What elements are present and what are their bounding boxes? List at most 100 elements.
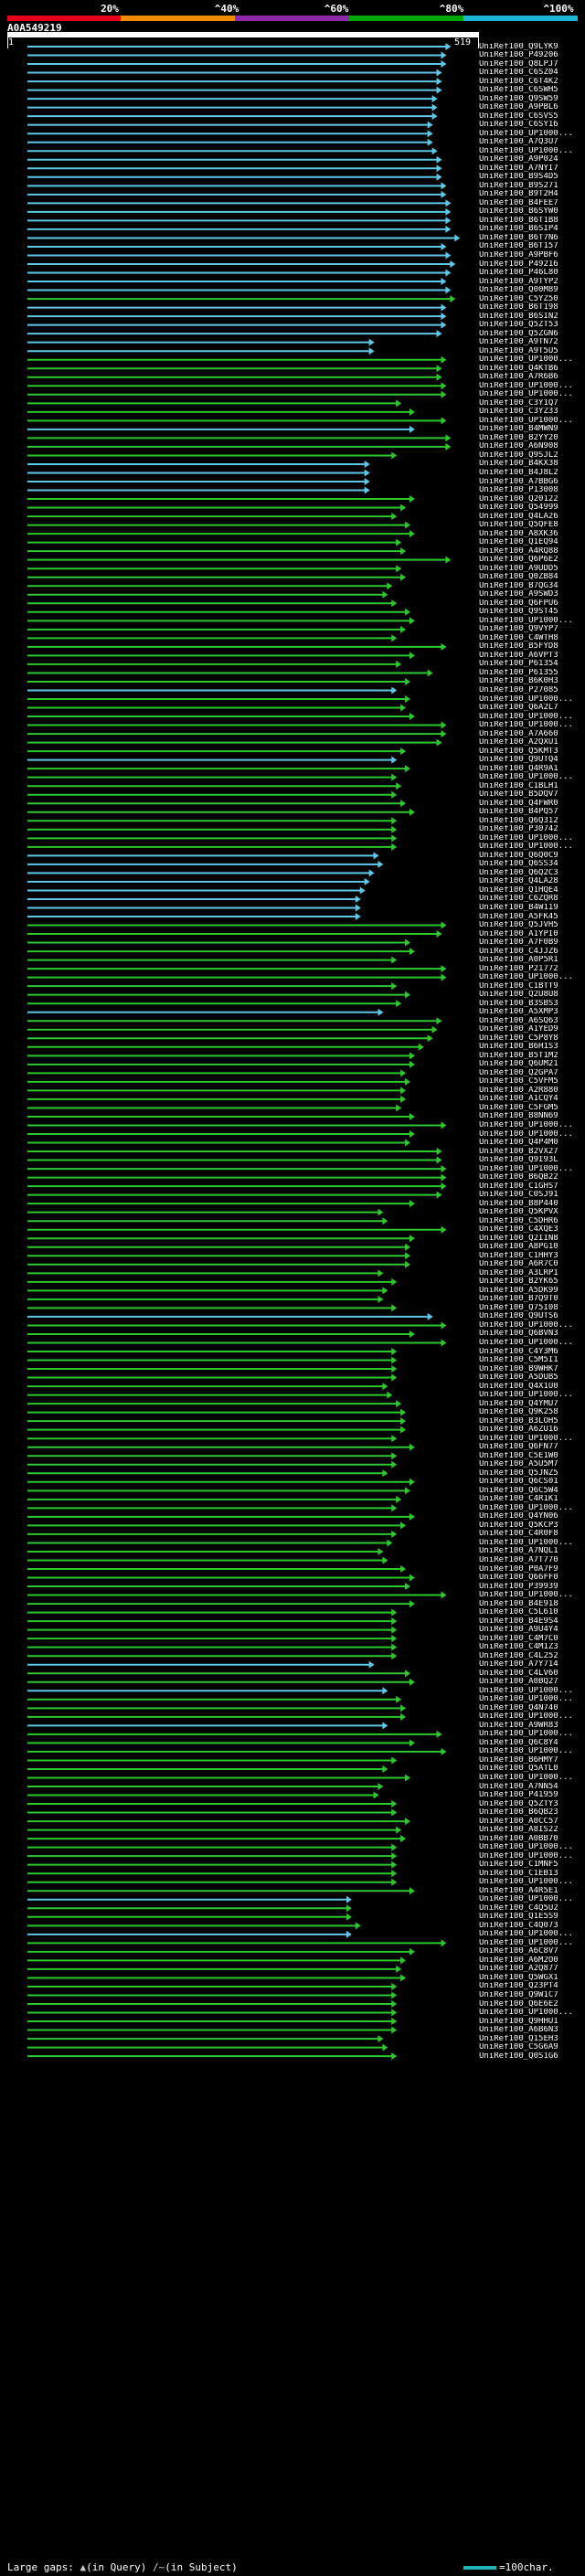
- hit-label[interactable]: UniRef100_B7QG34: [479, 581, 558, 590]
- hit-label[interactable]: UniRef100_A5DUB5: [479, 1373, 558, 1383]
- hit-label[interactable]: UniRef100_C4L252: [479, 1651, 558, 1660]
- hit-label[interactable]: UniRef100_A1YED9: [479, 1025, 558, 1034]
- hit-label[interactable]: UniRef100_Q4YMU7: [479, 1399, 558, 1408]
- hit-label[interactable]: UniRef100_A9TN72: [479, 338, 558, 347]
- hit-label[interactable]: UniRef100_C6T4K2: [479, 77, 558, 86]
- hit-label[interactable]: UniRef100_A2R880: [479, 1086, 558, 1095]
- hit-label[interactable]: UniRef100_UP1000...: [479, 694, 573, 704]
- hit-label[interactable]: UniRef100_Q6Q2C3: [479, 868, 558, 877]
- hit-label[interactable]: UniRef100_Q54999: [479, 504, 558, 513]
- hit-label[interactable]: UniRef100_B4FEE7: [479, 198, 558, 207]
- hit-label[interactable]: UniRef100_B6QB22: [479, 1173, 558, 1182]
- hit-label[interactable]: UniRef100_A9TYP2: [479, 277, 558, 286]
- hit-label[interactable]: UniRef100_B4KX38: [479, 460, 558, 469]
- hit-label[interactable]: UniRef100_C6ZQR8: [479, 895, 558, 904]
- hit-label[interactable]: UniRef100_A5U5M7: [479, 1460, 558, 1469]
- hit-label[interactable]: UniRef100_C5M5I1: [479, 1356, 558, 1365]
- hit-label[interactable]: UniRef100_A5XMP3: [479, 1008, 558, 1017]
- hit-label[interactable]: UniRef100_UP1000...: [479, 1843, 573, 1852]
- hit-label[interactable]: UniRef100_B2YK65: [479, 1277, 558, 1287]
- hit-label[interactable]: UniRef100_P30742: [479, 825, 558, 834]
- hit-label[interactable]: UniRef100_A9T5U5: [479, 346, 558, 355]
- hit-label[interactable]: UniRef100_A6N908: [479, 442, 558, 451]
- hit-label[interactable]: UniRef100_UP1000...: [479, 381, 573, 390]
- hit-label[interactable]: UniRef100_A4RQ88: [479, 546, 558, 556]
- hit-label[interactable]: UniRef100_A9P024: [479, 155, 558, 164]
- hit-label[interactable]: UniRef100_UP1000...: [479, 1851, 573, 1860]
- hit-label[interactable]: UniRef100_C4XQE3: [479, 1225, 558, 1235]
- hit-label[interactable]: UniRef100_C5FGM5: [479, 1103, 558, 1112]
- hit-label[interactable]: UniRef100_C3Y1Q7: [479, 398, 558, 408]
- hit-label[interactable]: UniRef100_A7NYI7: [479, 164, 558, 173]
- hit-label[interactable]: UniRef100_B6SIN2: [479, 312, 558, 321]
- hit-label[interactable]: UniRef100_A6SQ63: [479, 1016, 558, 1025]
- hit-label[interactable]: UniRef100_A5FK45: [479, 912, 558, 921]
- hit-label[interactable]: UniRef100_Q5ZT53: [479, 321, 558, 330]
- hit-label[interactable]: UniRef100_UP1000...: [479, 1591, 573, 1600]
- hit-label[interactable]: UniRef100_C1GHS7: [479, 1182, 558, 1191]
- hit-label[interactable]: UniRef100_UP1000...: [479, 1129, 573, 1139]
- hit-label[interactable]: UniRef100_C4JJZ6: [479, 947, 558, 956]
- hit-label[interactable]: UniRef100_P27085: [479, 685, 558, 694]
- hit-label[interactable]: UniRef100_Q0S1G6: [479, 2051, 558, 2061]
- hit-label[interactable]: UniRef100_P46L80: [479, 269, 558, 278]
- hit-label[interactable]: UniRef100_Q1EQ94: [479, 538, 558, 547]
- hit-label[interactable]: UniRef100_Q6Q312: [479, 816, 558, 825]
- hit-label[interactable]: UniRef100_A6M2O0: [479, 1956, 558, 1965]
- hit-label[interactable]: UniRef100_UP1000...: [479, 773, 573, 782]
- hit-label[interactable]: UniRef100_A6ZU16: [479, 1426, 558, 1435]
- hit-label[interactable]: UniRef100_C5YZ50: [479, 294, 558, 303]
- hit-label[interactable]: UniRef100_B6SIP4: [479, 225, 558, 234]
- hit-label[interactable]: UniRef100_P21772: [479, 964, 558, 973]
- hit-label[interactable]: UniRef100_A9WR83: [479, 1721, 558, 1730]
- hit-label[interactable]: UniRef100_Q4KTB6: [479, 364, 558, 373]
- hit-label[interactable]: UniRef100_Q66FF0: [479, 1574, 558, 1583]
- hit-label[interactable]: UniRef100_C0SJ91: [479, 1191, 558, 1200]
- hit-label[interactable]: UniRef100_A7NQL1: [479, 1547, 558, 1556]
- hit-label[interactable]: UniRef100_UP1000...: [479, 129, 573, 138]
- hit-label[interactable]: UniRef100_A7A660: [479, 729, 558, 738]
- hit-label[interactable]: UniRef100_A9PBF6: [479, 250, 558, 260]
- hit-label[interactable]: UniRef100_UP1000...: [479, 416, 573, 425]
- hit-label[interactable]: UniRef100_A7F0B9: [479, 938, 558, 948]
- hit-label[interactable]: UniRef100_UP1000...: [479, 833, 573, 843]
- hit-label[interactable]: UniRef100_A9UDD5: [479, 564, 558, 573]
- hit-label[interactable]: UniRef100_Q4FWR0: [479, 799, 558, 808]
- hit-label[interactable]: UniRef100_A7Y714: [479, 1660, 558, 1670]
- hit-label[interactable]: UniRef100_Q9W1C7: [479, 1990, 558, 1999]
- hit-label[interactable]: UniRef100_UP1000...: [479, 1747, 573, 1756]
- hit-label[interactable]: UniRef100_UP1000...: [479, 1320, 573, 1330]
- hit-label[interactable]: UniRef100_C5VFM5: [479, 1077, 558, 1087]
- hit-label[interactable]: UniRef100_Q9SW59: [479, 94, 558, 103]
- hit-label[interactable]: UniRef100_A8PG10: [479, 1243, 558, 1252]
- hit-label[interactable]: UniRef100_A1YPI0: [479, 929, 558, 938]
- hit-label[interactable]: UniRef100_Q9SJL2: [479, 451, 558, 460]
- hit-label[interactable]: UniRef100_Q9UTQ4: [479, 756, 558, 765]
- hit-label[interactable]: UniRef100_Q9ST45: [479, 608, 558, 617]
- hit-label[interactable]: UniRef100_B6T7N6: [479, 233, 558, 242]
- hit-label[interactable]: UniRef100_Q9LYK9: [479, 42, 558, 51]
- hit-label[interactable]: UniRef100_Q23PT4: [479, 1982, 558, 1991]
- hit-label[interactable]: UniRef100_B9S271: [479, 181, 558, 190]
- hit-label[interactable]: UniRef100_A7NN54: [479, 1782, 558, 1791]
- hit-label[interactable]: UniRef100_Q5ZTY3: [479, 1799, 558, 1808]
- hit-label[interactable]: UniRef100_UP1000...: [479, 616, 573, 625]
- hit-label[interactable]: UniRef100_B9WHK7: [479, 1364, 558, 1373]
- hit-label[interactable]: UniRef100_B2YY20: [479, 433, 558, 442]
- hit-label[interactable]: UniRef100_UP1000...: [479, 1120, 573, 1129]
- hit-label[interactable]: UniRef100_UP1000...: [479, 1338, 573, 1347]
- hit-label[interactable]: UniRef100_UP1000...: [479, 1538, 573, 1547]
- hit-label[interactable]: UniRef100_A9U4Y4: [479, 1626, 558, 1635]
- hit-label[interactable]: UniRef100_UP1000...: [479, 390, 573, 399]
- hit-label[interactable]: UniRef100_UP1000...: [479, 1391, 573, 1400]
- hit-label[interactable]: UniRef100_B6H1S3: [479, 1043, 558, 1052]
- hit-label[interactable]: UniRef100_C3YZ33: [479, 408, 558, 417]
- hit-label[interactable]: UniRef100_B6T157: [479, 242, 558, 251]
- hit-label[interactable]: UniRef100_A6C8V7: [479, 1947, 558, 1956]
- hit-label[interactable]: UniRef100_P61355: [479, 668, 558, 677]
- hit-label[interactable]: UniRef100_B4MWN9: [479, 425, 558, 434]
- hit-label[interactable]: UniRef100_Q6FPU6: [479, 599, 558, 608]
- hit-label[interactable]: UniRef100_Q6C8Y4: [479, 1738, 558, 1747]
- hit-label[interactable]: UniRef100_UP1000...: [479, 1686, 573, 1695]
- hit-label[interactable]: UniRef100_B3SBS3: [479, 999, 558, 1008]
